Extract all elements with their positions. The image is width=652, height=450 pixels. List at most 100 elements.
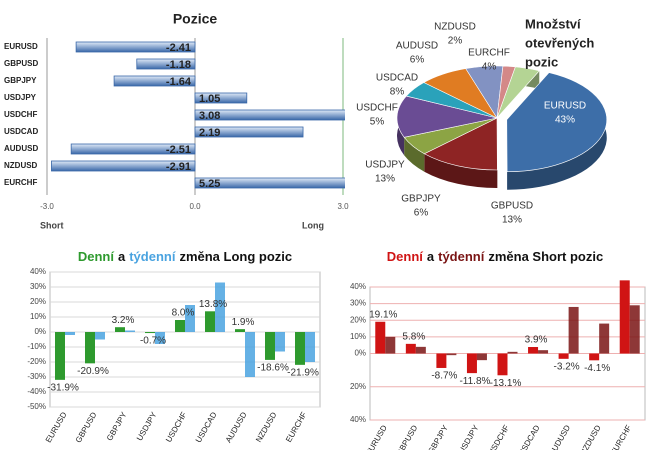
- chart-title: Pozice: [173, 11, 218, 27]
- y-tick-label: 20%: [350, 382, 366, 391]
- chart-title: Množství: [525, 16, 581, 31]
- bar: [275, 332, 285, 352]
- x-tick-label: AUDUSD: [547, 423, 572, 450]
- bar: [51, 160, 196, 172]
- value-label: -31.9%: [47, 382, 79, 393]
- title-part: a: [118, 249, 126, 264]
- bar: [125, 330, 135, 332]
- category-label: USDJPY: [4, 93, 37, 102]
- x-tick-label: 3.0: [337, 202, 349, 211]
- title-part: Denní: [78, 249, 115, 264]
- bar: [194, 109, 345, 121]
- bar: [194, 126, 304, 138]
- category-label: NZDUSD: [4, 161, 38, 170]
- title-part: a: [427, 249, 435, 264]
- value-label: -2.51: [166, 144, 191, 156]
- x-tick-label: GBPUSD: [395, 423, 420, 450]
- axis-label: Long: [302, 220, 324, 230]
- x-tick-label: EURUSD: [364, 423, 389, 450]
- slice-value: 13%: [375, 174, 395, 185]
- y-tick-label: -20%: [27, 357, 46, 366]
- bar: [145, 332, 155, 334]
- bar: [85, 332, 95, 364]
- x-tick-label: EURCHF: [609, 423, 634, 450]
- y-tick-label: -50%: [27, 402, 46, 411]
- bar: [155, 332, 165, 344]
- pie-side: [404, 137, 425, 172]
- bar: [415, 346, 426, 354]
- chart-title: Denní a týdenní změna Long pozic: [78, 249, 292, 264]
- slice-label: GBPUSD: [491, 201, 533, 212]
- bar: [65, 332, 75, 335]
- x-tick-label: USDCAD: [194, 410, 219, 444]
- value-label: -8.7%: [431, 371, 457, 382]
- bar: [295, 332, 305, 365]
- x-tick-label: USDJPY: [457, 423, 481, 450]
- bar: [95, 332, 105, 340]
- x-tick-label: USDCHF: [487, 423, 512, 450]
- y-tick-label: -30%: [27, 372, 46, 381]
- y-tick-label: -40%: [27, 387, 46, 396]
- y-tick-label: 20%: [30, 297, 46, 306]
- pie-side: [424, 153, 498, 188]
- bar: [194, 177, 345, 189]
- value-label: 8.0%: [172, 308, 195, 319]
- x-tick-label: NZDUSD: [254, 410, 279, 444]
- bar: [538, 350, 549, 354]
- bar: [375, 321, 386, 354]
- bar: [75, 41, 196, 53]
- y-tick-label: 40%: [30, 267, 46, 276]
- bar: [305, 332, 315, 362]
- category-label: USDCHF: [4, 110, 37, 119]
- value-label: -3.2%: [554, 361, 580, 372]
- value-label: 2.19: [199, 127, 220, 139]
- value-label: 13.8%: [199, 299, 227, 310]
- value-label: -0.7%: [140, 336, 166, 347]
- title-part: Denní: [387, 249, 424, 264]
- value-label: -2.91: [166, 161, 191, 173]
- x-tick-label: USDJPY: [135, 410, 159, 442]
- bar: [215, 282, 225, 332]
- y-tick-label: 10%: [350, 332, 366, 341]
- y-tick-label: 30%: [30, 282, 46, 291]
- slice-value: 43%: [555, 115, 575, 126]
- chart-title: pozic: [525, 54, 558, 69]
- value-label: -13.1%: [490, 378, 522, 389]
- slice-value: 5%: [370, 117, 385, 128]
- bar: [619, 280, 630, 354]
- category-label: AUDUSD: [4, 144, 38, 153]
- x-tick-label: GBPUSD: [74, 410, 99, 444]
- category-label: GBPUSD: [4, 59, 38, 68]
- bar: [568, 306, 579, 354]
- slice-label: USDCAD: [376, 73, 418, 84]
- category-label: EURCHF: [4, 178, 37, 187]
- pie-slice: [496, 66, 540, 119]
- slice-label: GBPJPY: [401, 194, 441, 205]
- pie-slice: [396, 95, 498, 138]
- value-label: -21.9%: [287, 367, 319, 378]
- bar: [446, 353, 457, 356]
- value-label: -11.8%: [459, 376, 490, 387]
- y-tick-label: 0%: [34, 327, 46, 336]
- bar: [175, 320, 185, 332]
- bar: [558, 353, 569, 359]
- bar: [436, 353, 447, 368]
- value-label: 5.8%: [402, 331, 425, 342]
- category-label: GBPJPY: [4, 76, 37, 85]
- value-label: -1.18: [166, 59, 191, 71]
- bar: [113, 75, 196, 87]
- title-part: týdenní: [438, 249, 485, 264]
- chart-title: Denní a týdenní změna Short pozic: [387, 249, 603, 264]
- y-tick-label: 40%: [350, 282, 366, 291]
- bar: [235, 329, 245, 332]
- slice-value: 2%: [448, 36, 463, 47]
- title-part: změna Short pozic: [488, 249, 603, 264]
- value-label: -2.41: [166, 42, 191, 54]
- bar: [476, 353, 487, 361]
- value-label: 5.25: [199, 178, 220, 190]
- value-label: 3.9%: [525, 335, 548, 346]
- x-tick-label: EURCHF: [284, 410, 309, 443]
- y-tick-label: 0%: [354, 349, 366, 358]
- y-tick-label: 30%: [350, 299, 366, 308]
